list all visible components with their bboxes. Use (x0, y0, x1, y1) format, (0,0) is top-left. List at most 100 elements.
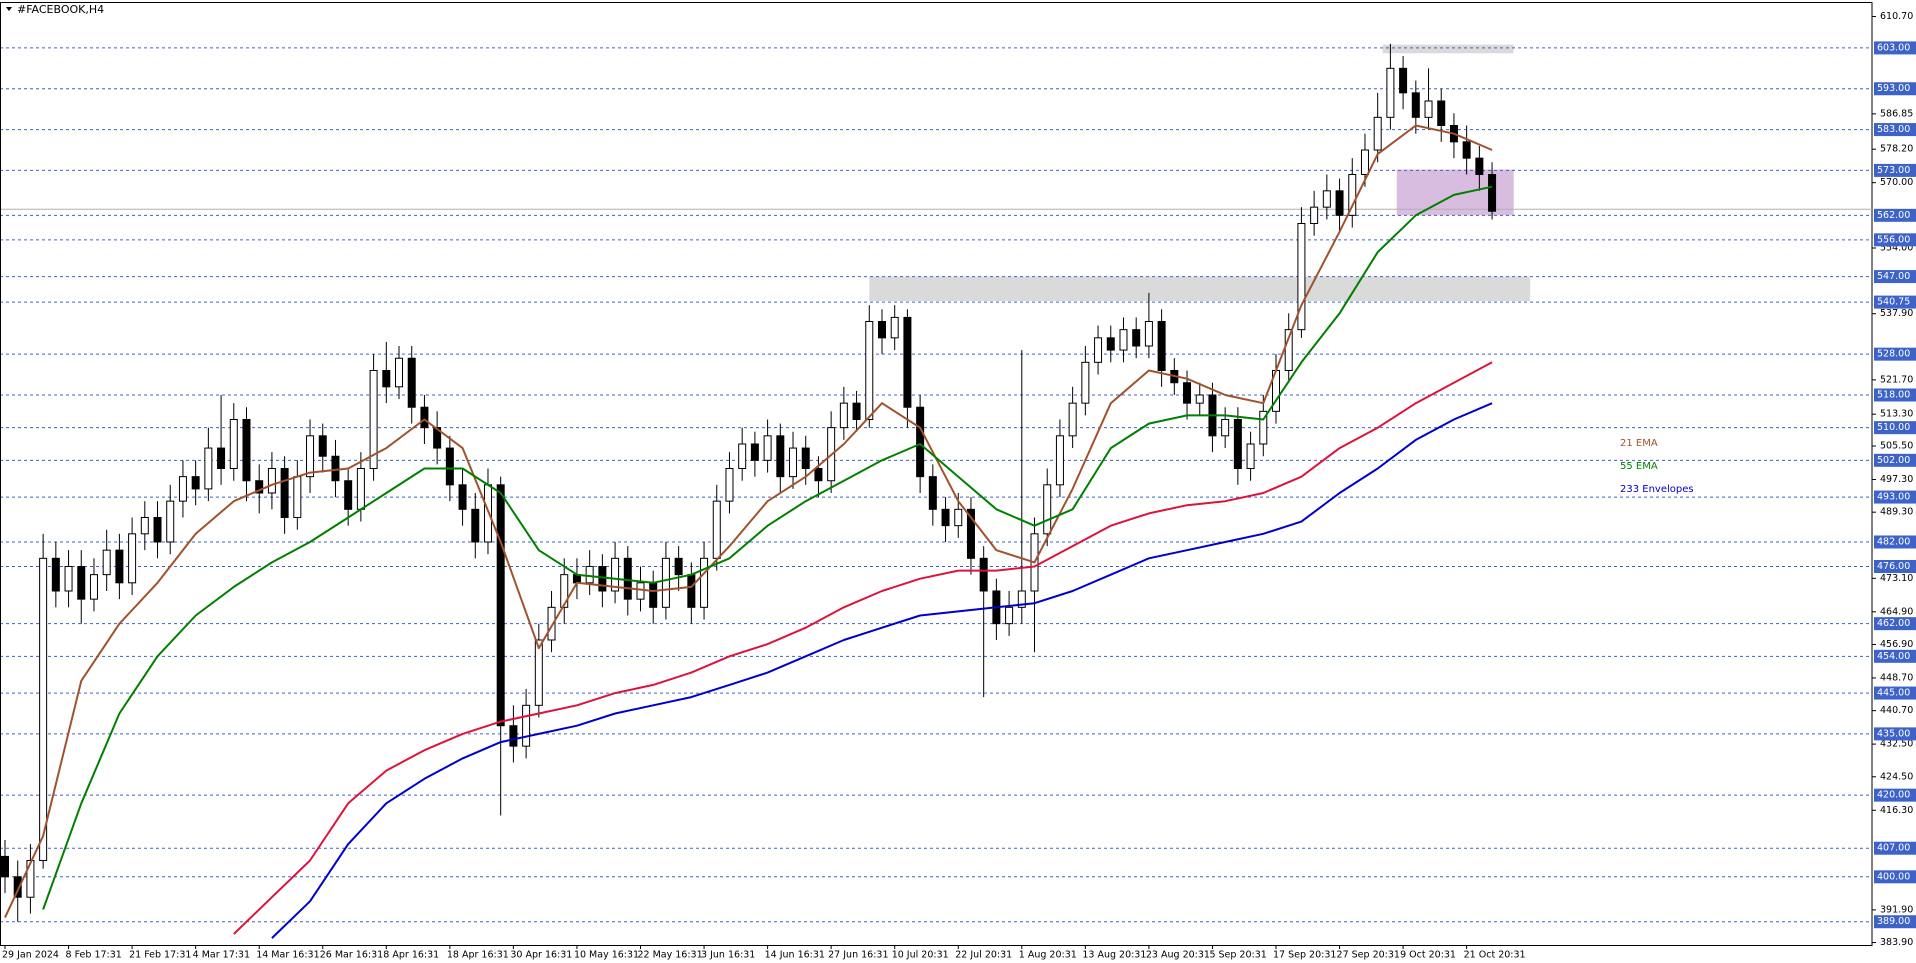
candle-body (1246, 443, 1255, 469)
candle-body (242, 418, 251, 482)
indicator-line (271, 402, 1493, 939)
candle-body (115, 549, 124, 584)
candle-body (763, 435, 772, 461)
candle-body (356, 467, 365, 510)
candle-body (217, 447, 226, 469)
candle-body (89, 574, 98, 600)
y-tick-label: 578.20 (1880, 144, 1913, 155)
candle-body (1005, 606, 1014, 625)
candle-body (318, 435, 327, 457)
candle-body (1259, 410, 1268, 445)
legend-entry: 21 EMA (1620, 438, 1658, 449)
candle-body (51, 557, 60, 592)
candle-body (64, 565, 73, 592)
candle-body (585, 565, 594, 584)
candle-body (1068, 402, 1077, 437)
y-tick-label: 464.90 (1880, 606, 1913, 617)
candle-body (598, 565, 607, 592)
candle-body (1055, 435, 1064, 486)
x-tick-label: 22 Jul 20:31 (955, 950, 1012, 961)
x-tick-label: 14 Jun 16:31 (765, 950, 825, 961)
candle-body (865, 320, 874, 420)
candle-body (509, 725, 518, 747)
candle-body (1322, 190, 1331, 208)
x-tick-label: 18 Apr 16:31 (447, 950, 509, 961)
level-label: 389.00 (1877, 916, 1910, 927)
indicator-line (233, 361, 1493, 935)
x-tick-label: 4 Mar 17:31 (193, 950, 250, 961)
candle-body (1221, 418, 1230, 437)
candle-body (1360, 149, 1369, 175)
level-label: 573.00 (1877, 165, 1910, 176)
level-label: 462.00 (1877, 618, 1910, 629)
candle-body (801, 447, 810, 469)
zone (1382, 44, 1514, 54)
level-label: 583.00 (1877, 124, 1910, 135)
candle-body (204, 447, 213, 490)
candle-body (1310, 206, 1319, 224)
candle-body (1297, 222, 1306, 331)
candle-body (331, 455, 340, 482)
level-label-box (1874, 870, 1916, 884)
candle-body (776, 435, 785, 478)
level-label: 562.00 (1877, 210, 1910, 221)
y-tick-label: 456.90 (1880, 639, 1913, 650)
level-label: 454.00 (1877, 651, 1910, 662)
level-label-box (1874, 686, 1916, 700)
y-tick-label: 432.50 (1880, 739, 1913, 750)
candle-body (954, 508, 963, 527)
legend-entry: 55 EMA (1620, 461, 1658, 472)
candle-body (128, 533, 137, 584)
level-label-box (1874, 421, 1916, 435)
candle-body (674, 557, 683, 576)
level-label-box (1874, 347, 1916, 361)
plot-area (1, 43, 1872, 939)
x-tick-label: 9 Oct 20:31 (1400, 950, 1456, 961)
candle-body (611, 557, 620, 592)
candle-body (814, 467, 823, 482)
candle-body (966, 508, 975, 559)
candle-body (229, 418, 238, 469)
level-label-box (1874, 270, 1916, 284)
candle-body (369, 369, 378, 469)
candle-body (420, 406, 429, 429)
candle-body (1119, 329, 1128, 351)
level-label-box (1874, 535, 1916, 549)
y-tick-label: 440.70 (1880, 705, 1913, 716)
candle-body (877, 320, 886, 339)
level-label-box (1874, 41, 1916, 55)
y-tick-label: 473.10 (1880, 573, 1913, 584)
candle-body (1195, 394, 1204, 404)
indicator-line (42, 185, 1493, 910)
candle-body (1183, 382, 1192, 404)
candle-body (1488, 173, 1497, 212)
candle-body (1017, 590, 1026, 608)
zone (869, 276, 1531, 302)
candle-body (1373, 116, 1382, 151)
candle-body (166, 500, 175, 543)
level-label: 528.00 (1877, 349, 1910, 360)
candle-body (39, 557, 48, 861)
candle-body (13, 876, 22, 898)
candle-body (140, 516, 149, 535)
candle-body (852, 402, 861, 420)
x-tick-label: 3 Jun 16:31 (701, 950, 755, 961)
candle-body (649, 582, 658, 608)
level-label-box (1874, 295, 1916, 309)
candle-body (191, 476, 200, 490)
y-tick-label: 521.70 (1880, 374, 1913, 385)
candle-body (344, 480, 353, 510)
y-tick-label: 424.50 (1880, 771, 1913, 782)
level-label-box (1874, 208, 1916, 222)
candle-body (1399, 67, 1408, 94)
level-label: 518.00 (1877, 389, 1910, 400)
candle-body (1233, 418, 1242, 469)
zone (1396, 169, 1514, 216)
candle-body (255, 480, 264, 494)
level-label-box (1874, 649, 1916, 663)
candle-body (280, 467, 289, 518)
candle-body (789, 447, 798, 478)
x-tick-label: 26 Mar 16:31 (320, 950, 383, 961)
candle-body (1411, 92, 1420, 118)
